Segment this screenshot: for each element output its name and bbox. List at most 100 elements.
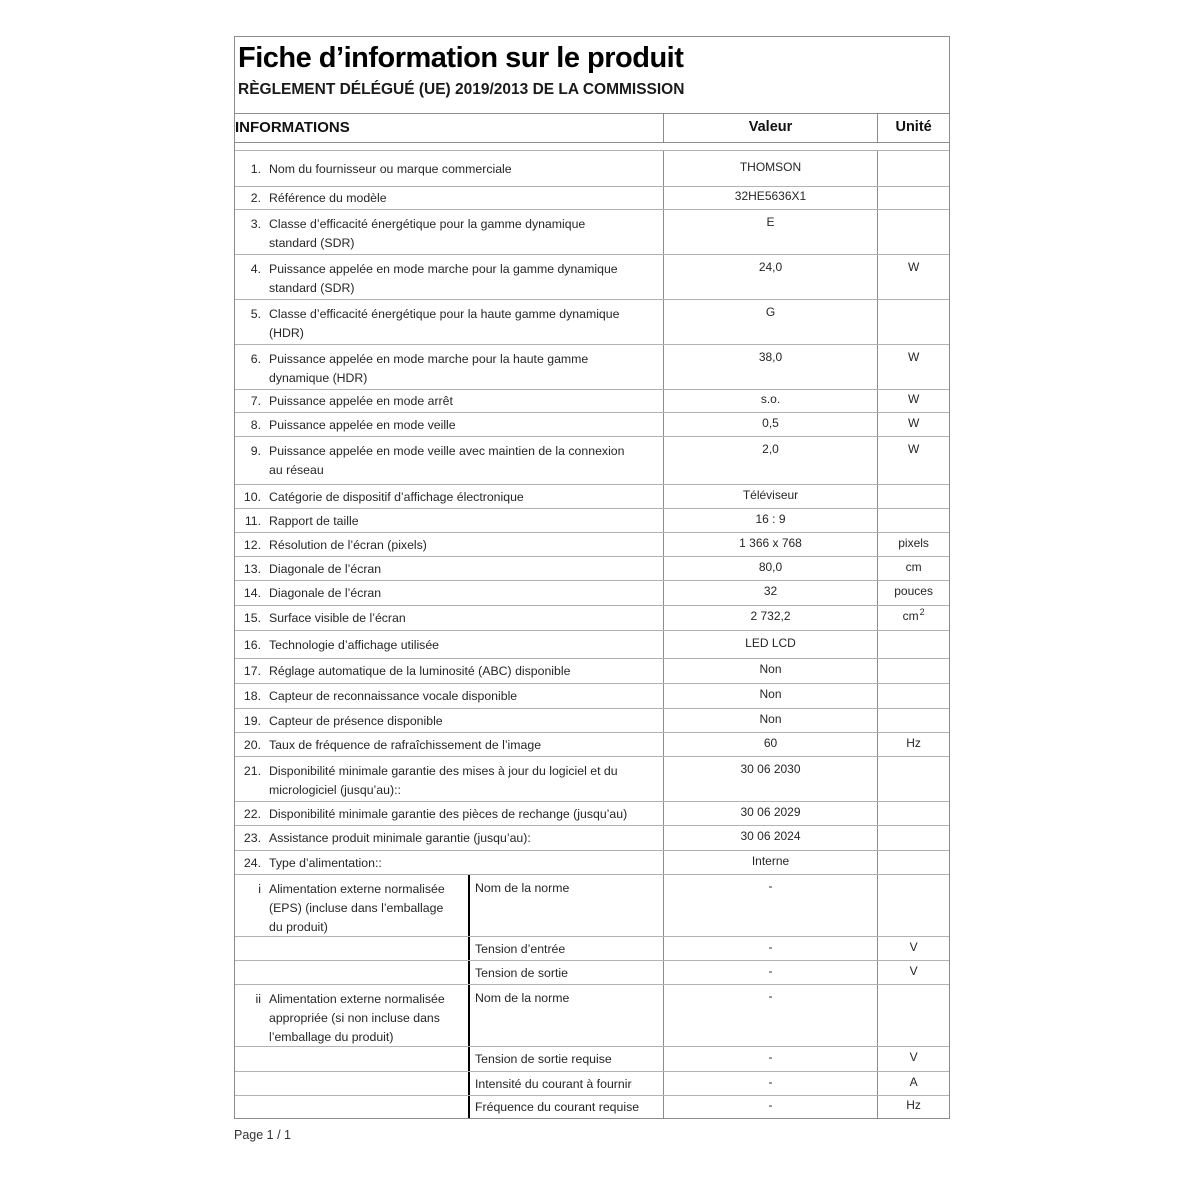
table-row: 2. Référence du modèle 32HE5636X1	[235, 187, 949, 210]
info-cell: Tension d’entrée	[235, 937, 663, 960]
unit-cell: Hz	[877, 733, 949, 756]
row-number: 11.	[244, 514, 261, 528]
value-cell: Non	[662, 684, 877, 708]
unit-cell: pouces	[877, 581, 949, 605]
table-row: 14. Diagonale de l’écran 32 pouces	[235, 581, 949, 606]
unit-cell: W	[877, 255, 949, 299]
table-row: 20. Taux de fréquence de rafraîchissement…	[235, 733, 949, 757]
value-cell: 32	[662, 581, 877, 605]
info-cell: 17. Réglage automatique de la luminosité …	[235, 659, 663, 683]
row-label: Diagonale de l’écran	[269, 586, 382, 600]
unit-cell	[877, 985, 949, 1046]
row-sublabel: Nom de la norme	[468, 985, 663, 1046]
unit-cell	[877, 659, 949, 683]
table-row: Intensité du courant à fournir - A	[235, 1072, 949, 1096]
value-cell: 2 732,2	[662, 606, 877, 630]
split-left	[235, 1096, 468, 1118]
unit-cell	[877, 802, 949, 825]
table-rows: 1. Nom du fournisseur ou marque commercia…	[235, 143, 949, 1118]
row-number: 7.	[250, 394, 261, 408]
info-cell: ii Alimentation externe normalisée approp…	[235, 985, 663, 1046]
row-number: 14.	[243, 586, 261, 600]
value-cell: 30 06 2029	[662, 802, 877, 825]
info-cell: 2. Référence du modèle	[235, 187, 663, 209]
row-label: Surface visible de l’écran	[269, 611, 406, 625]
row-number: 2.	[250, 191, 261, 205]
unit-cell: A	[877, 1072, 949, 1095]
value-cell: 1 366 x 768	[662, 533, 877, 556]
row-number: 9.	[250, 444, 261, 458]
row-number: 19.	[243, 714, 261, 728]
value-cell: Téléviseur	[662, 485, 877, 508]
value-cell: -	[662, 961, 877, 984]
table-row: 13. Diagonale de l’écran 80,0 cm	[235, 557, 949, 581]
split-left	[235, 937, 468, 960]
info-cell: 13. Diagonale de l’écran	[235, 557, 663, 580]
row-number: 4.	[250, 262, 261, 276]
value-cell: 16 : 9	[662, 509, 877, 532]
row-number: 13.	[243, 562, 261, 576]
unit-cell: pixels	[877, 533, 949, 556]
table-row: 4. Puissance appelée en mode marche pour …	[235, 255, 949, 300]
row-number: 18.	[243, 689, 261, 703]
table-row: 22. Disponibilité minimale garantie des p…	[235, 802, 949, 826]
info-cell: 3. Classe d’efficacité énergétique pour l…	[235, 210, 663, 254]
info-cell: Fréquence du courant requise	[235, 1096, 663, 1118]
row-label: Réglage automatique de la luminosité (AB…	[269, 664, 571, 678]
unit-cell: W	[877, 437, 949, 484]
value-cell: -	[662, 1096, 877, 1118]
table-row: 24. Type d’alimentation:: Interne	[235, 851, 949, 875]
value-cell: 2,0	[662, 437, 877, 484]
value-cell: 30 06 2024	[662, 826, 877, 850]
value-cell: Non	[662, 709, 877, 732]
unit-cell	[877, 210, 949, 254]
unit-cell	[877, 826, 949, 850]
row-label: Classe d’efficacité énergétique pour la …	[269, 217, 586, 250]
unit-cell	[877, 757, 949, 801]
unit-cell	[877, 151, 949, 186]
value-cell: s.o.	[662, 390, 877, 412]
unit-cell	[877, 300, 949, 344]
info-cell: 22. Disponibilité minimale garantie des p…	[235, 802, 663, 825]
unit-cell: cm2	[877, 606, 949, 630]
row-label: Classe d’efficacité énergétique pour la …	[269, 307, 620, 340]
value-cell: 30 06 2030	[662, 757, 877, 801]
unit-cell	[877, 187, 949, 209]
info-cell: 6. Puissance appelée en mode marche pour …	[235, 345, 663, 389]
info-cell: 15. Surface visible de l’écran	[235, 606, 663, 630]
row-label: Puissance appelée en mode arrêt	[269, 394, 453, 408]
row-number: 15.	[243, 611, 261, 625]
unit-cell: W	[877, 390, 949, 412]
row-label: Puissance appelée en mode veille	[269, 418, 456, 432]
unit-cell	[877, 631, 949, 658]
row-number	[235, 964, 261, 984]
info-cell: 23. Assistance produit minimale garantie …	[235, 826, 663, 850]
row-label: Diagonale de l’écran	[269, 562, 382, 576]
unit-superscript: 2	[919, 607, 925, 617]
value-cell: 38,0	[662, 345, 877, 389]
row-label: Puissance appelée en mode marche pour la…	[269, 352, 589, 385]
info-cell: 7. Puissance appelée en mode arrêt	[235, 390, 663, 412]
row-number: 10.	[243, 490, 261, 504]
table-row: 23. Assistance produit minimale garantie …	[235, 826, 949, 851]
value-cell: -	[662, 875, 877, 936]
info-cell: 5. Classe d’efficacité énergétique pour l…	[235, 300, 663, 344]
table-row: 12. Résolution de l’écran (pixels) 1 366 x…	[235, 533, 949, 557]
info-cell: 20. Taux de fréquence de rafraîchissement…	[235, 733, 663, 756]
table-row: 5. Classe d’efficacité énergétique pour l…	[235, 300, 949, 345]
info-cell: 18. Capteur de reconnaissance vocale disp…	[235, 684, 663, 708]
value-cell: G	[662, 300, 877, 344]
value-cell: 32HE5636X1	[662, 187, 877, 209]
unit-cell: W	[877, 345, 949, 389]
row-number: 6.	[250, 352, 261, 366]
row-sublabel: Intensité du courant à fournir	[468, 1072, 663, 1095]
table-row: 6. Puissance appelée en mode marche pour …	[235, 345, 949, 390]
row-label: Disponibilité minimale garantie des pièc…	[269, 807, 628, 821]
row-label: Puissance appelée en mode marche pour la…	[269, 262, 618, 295]
row-sublabel: Tension de sortie requise	[468, 1047, 663, 1071]
table-row: 1. Nom du fournisseur ou marque commercia…	[235, 151, 949, 187]
row-sublabel: Tension de sortie	[468, 961, 663, 984]
page-subtitle: RÈGLEMENT DÉLÉGUÉ (UE) 2019/2013 DE LA C…	[238, 81, 685, 99]
value-cell: Non	[662, 659, 877, 683]
table-row: 7. Puissance appelée en mode arrêt s.o. W	[235, 390, 949, 413]
